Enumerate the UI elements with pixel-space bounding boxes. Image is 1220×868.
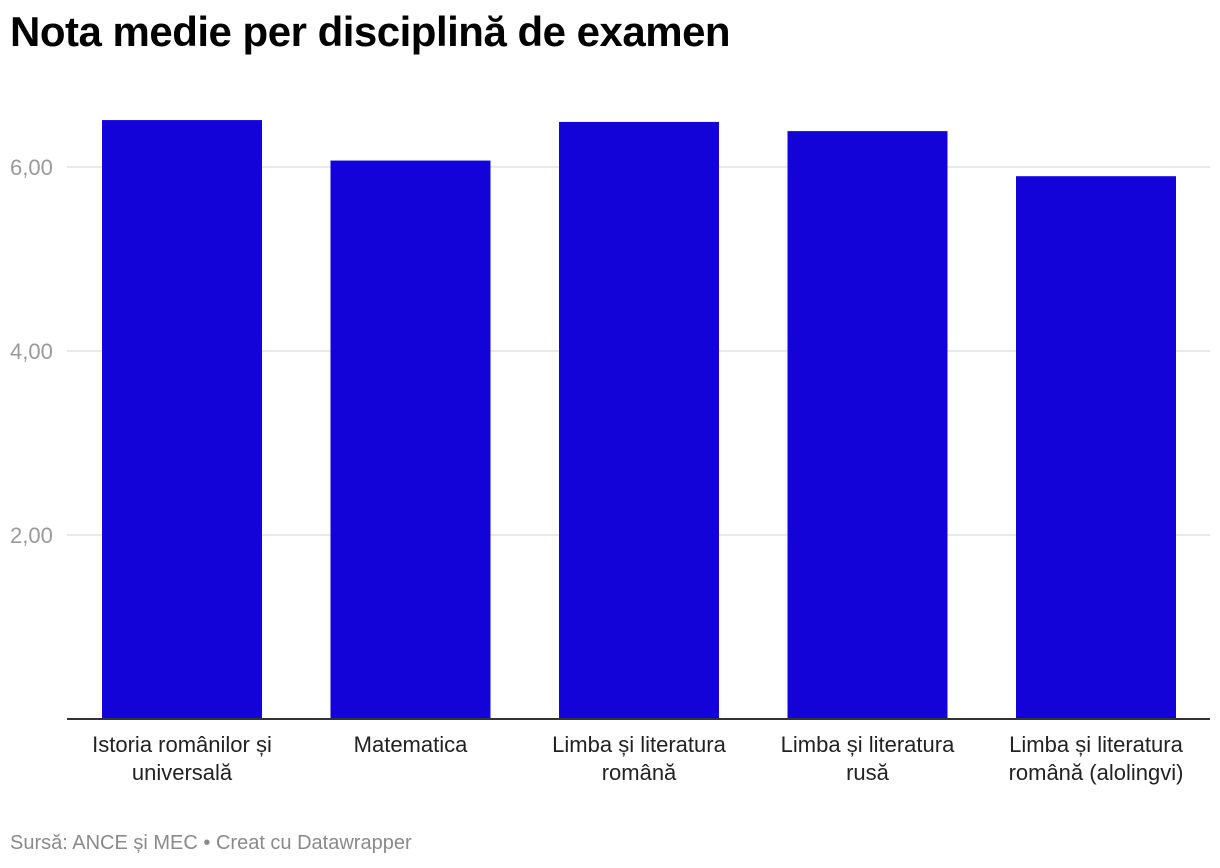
x-category-label: Limba și literatura bbox=[552, 732, 726, 757]
bar bbox=[787, 131, 948, 719]
credit-note: Creat cu Datawrapper bbox=[215, 832, 412, 854]
bar bbox=[1016, 176, 1176, 719]
y-tick-label: 6,00 bbox=[10, 155, 53, 180]
x-category-label: Limba și literatura bbox=[1009, 732, 1183, 757]
bar bbox=[102, 120, 262, 719]
y-axis-ticks: 2,00 4,00 6,00 bbox=[10, 155, 53, 548]
source-note: Sursă: ANCE și MEC bbox=[10, 832, 198, 854]
x-category-label: Limba și literatura bbox=[781, 732, 955, 757]
x-axis-labels: Istoria românilor și universală Matematica… bbox=[92, 732, 1183, 785]
x-category-label: Matematica bbox=[354, 732, 468, 757]
x-category-label: universală bbox=[132, 760, 233, 785]
chart-title: Nota medie per disciplină de examen bbox=[10, 8, 731, 55]
x-category-label: română (alolingvi) bbox=[1009, 760, 1184, 785]
bars bbox=[102, 120, 1176, 720]
footer-separator: • bbox=[203, 832, 211, 854]
x-category-label: română bbox=[602, 760, 677, 785]
bar bbox=[559, 121, 719, 720]
x-category-label: rusă bbox=[846, 760, 890, 785]
bar bbox=[330, 160, 491, 719]
x-category-label: Istoria românilor și bbox=[92, 732, 272, 757]
y-tick-label: 2,00 bbox=[10, 523, 53, 548]
y-tick-label: 4,00 bbox=[10, 339, 53, 364]
chart-footer: Sursă: ANCE și MEC • Creat cu Datawrappe… bbox=[10, 832, 412, 855]
